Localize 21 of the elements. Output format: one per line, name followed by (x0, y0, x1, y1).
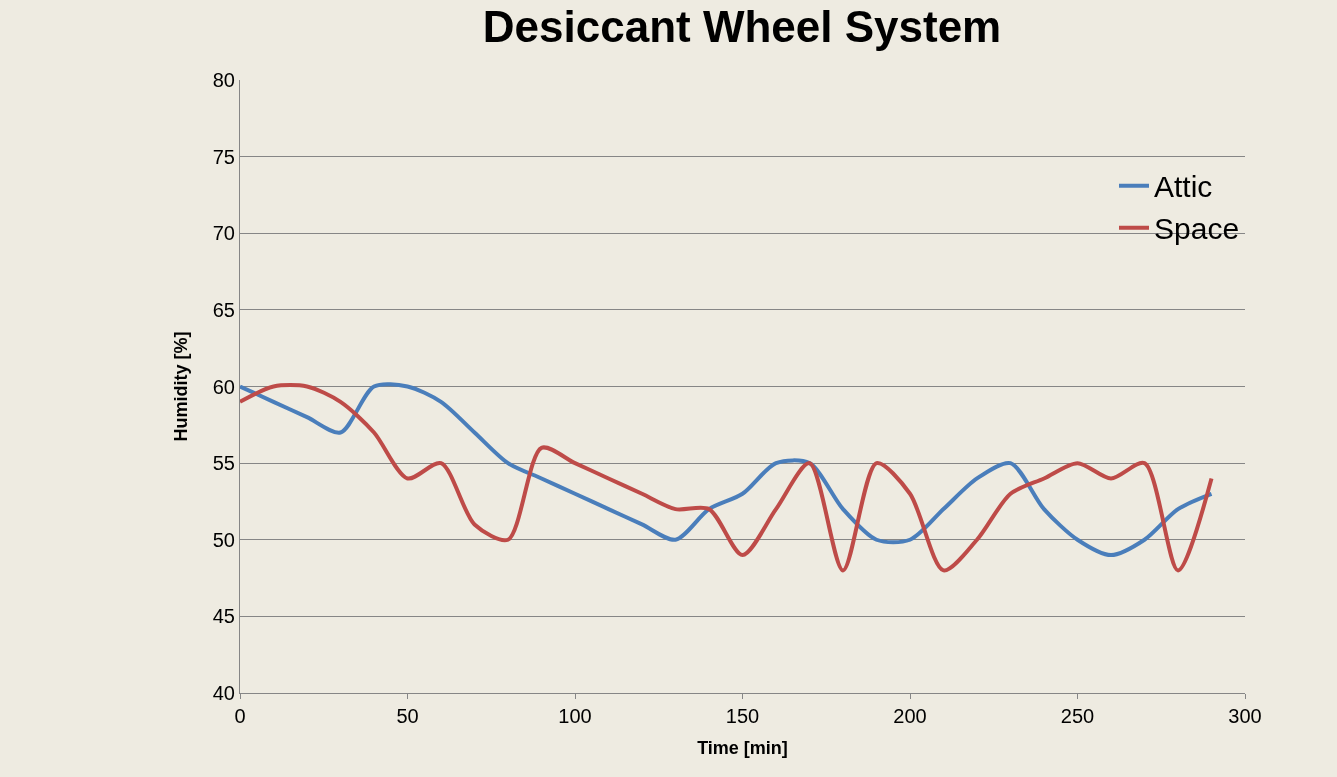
y-tick-label: 50 (212, 528, 235, 551)
y-tick-label: 65 (212, 298, 235, 321)
y-tick-label: 55 (212, 452, 235, 475)
x-axis-title: Time [min] (697, 738, 788, 759)
y-axis-title: Humidity [%] (170, 331, 191, 442)
y-tick-label: 60 (212, 375, 235, 398)
x-tick-label: 50 (396, 705, 419, 727)
y-tick-label: 80 (212, 69, 235, 91)
y-tick-label: 45 (212, 605, 235, 628)
x-tick-label: 300 (1228, 705, 1262, 727)
x-tick-label: 150 (725, 705, 760, 727)
x-tick-label: 200 (893, 705, 927, 727)
chart-title: Desiccant Wheel System (482, 2, 1002, 52)
x-tick-label: 0 (234, 705, 246, 727)
legend-label: Attic (1154, 170, 1213, 204)
y-tick-label: 70 (212, 222, 235, 245)
x-tick-label: 100 (558, 705, 592, 727)
y-tick-label: 75 (212, 145, 235, 168)
legend-label: Space (1154, 212, 1240, 246)
x-tick-label: 250 (1060, 705, 1095, 727)
y-tick-label: 40 (212, 682, 235, 704)
